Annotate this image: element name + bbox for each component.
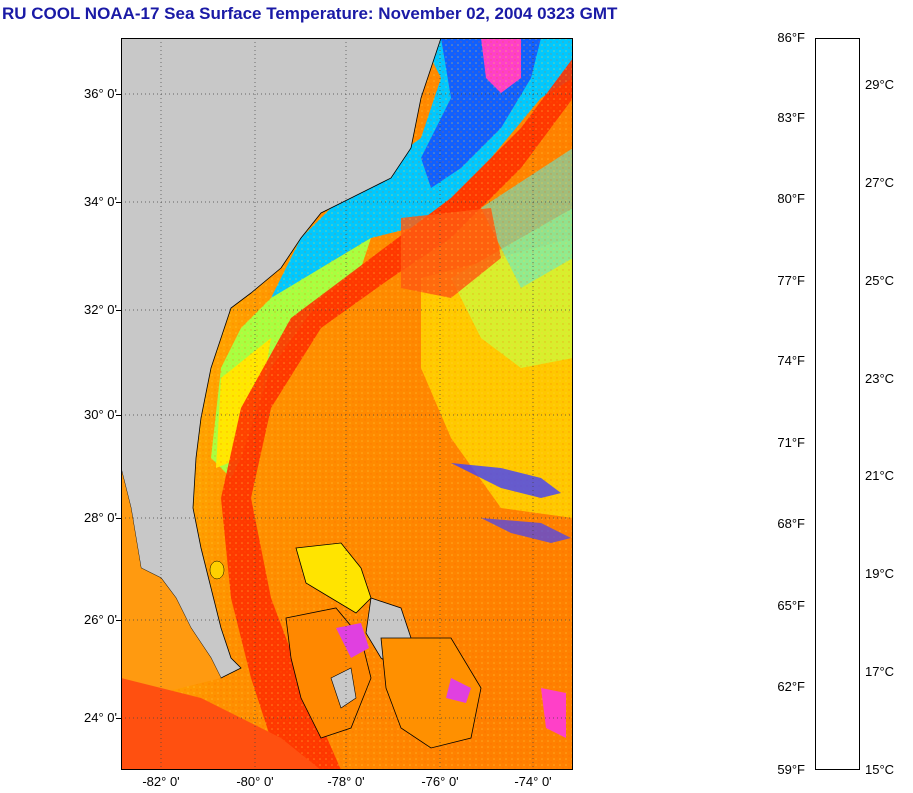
lon-label-78: -78° 0' — [327, 774, 365, 789]
colorbar-c-17: 17°C — [865, 664, 895, 679]
colorbar-f-77: 77°F — [777, 273, 805, 288]
temperature-colorbar — [815, 38, 860, 770]
grid-lines — [121, 38, 573, 770]
colorbar-c-21: 21°C — [865, 468, 895, 483]
colorbar-f-83: 83°F — [777, 110, 805, 125]
lon-label-74: -74° 0' — [514, 774, 552, 789]
colorbar-f-71: 71°F — [777, 435, 805, 450]
lat-label-28: 28° 0' — [84, 510, 117, 525]
colorbar-f-80: 80°F — [777, 191, 805, 206]
map-frame — [121, 38, 573, 770]
colorbar-f-68: 68°F — [777, 516, 805, 531]
lon-label-76: -76° 0' — [421, 774, 459, 789]
colorbar-f-59: 59°F — [777, 762, 805, 777]
lat-label-26: 26° 0' — [84, 612, 117, 627]
colorbar-c-29: 29°C — [865, 77, 895, 92]
colorbar-c-19: 19°C — [865, 566, 895, 581]
colorbar-c-23: 23°C — [865, 371, 895, 386]
colorbar-c-25: 25°C — [865, 273, 895, 288]
map-title: RU COOL NOAA-17 Sea Surface Temperature:… — [2, 4, 618, 23]
colorbar-f-62: 62°F — [777, 679, 805, 694]
lat-label-36: 36° 0' — [84, 86, 117, 101]
colorbar-f-74: 74°F — [777, 353, 805, 368]
lat-label-32: 32° 0' — [84, 302, 117, 317]
colorbar-f-86: 86°F — [777, 30, 805, 45]
lon-label-80: -80° 0' — [236, 774, 274, 789]
lon-label-82: -82° 0' — [142, 774, 180, 789]
colorbar-c-27: 27°C — [865, 175, 895, 190]
lat-label-24: 24° 0' — [84, 710, 117, 725]
lat-label-30: 30° 0' — [84, 407, 117, 422]
lat-ticks — [116, 38, 121, 770]
lat-label-34: 34° 0' — [84, 194, 117, 209]
sst-map-image — [121, 38, 573, 770]
colorbar-f-65: 65°F — [777, 598, 805, 613]
sst-map[interactable] — [121, 38, 573, 770]
colorbar-c-15: 15°C — [865, 762, 895, 777]
